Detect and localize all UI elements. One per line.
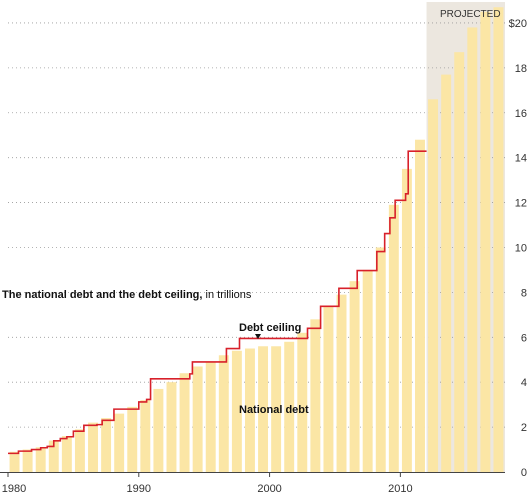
debt-bar [205,361,216,472]
debt-bar [166,382,177,472]
y-tick-label: 12 [515,198,527,210]
x-tick-label: 2000 [257,483,281,495]
chart-title: The national debt and the debt ceiling, … [2,289,252,301]
y-axis: 0 2 4 6 8 10 12 14 16 18 $20 [509,18,527,479]
debt-bar [22,449,33,472]
debt-ceiling-pointer-icon [255,334,261,339]
y-tick-label: 14 [515,153,527,165]
debt-bar [454,52,465,472]
debt-bar [336,294,347,472]
debt-bar [244,348,255,472]
debt-bar [297,332,308,472]
debt-bars [9,7,504,473]
debt-bar [74,429,85,472]
debt-bar [140,400,151,472]
y-tick-label: 18 [515,63,527,75]
y-tick-label: 2 [521,422,527,434]
debt-ceiling-label: Debt ceiling [239,322,301,334]
debt-ceiling-line [8,150,427,455]
debt-bar [192,366,203,472]
debt-bar [101,418,112,472]
debt-bar [349,281,360,472]
debt-bar [218,355,229,472]
debt-bar [153,388,164,472]
debt-bar [271,346,282,472]
y-tick-label: 4 [521,377,527,389]
y-tick-label: 0 [521,467,527,479]
debt-bar [9,451,20,472]
projected-label: PROJECTED [440,9,501,20]
debt-bar [231,350,242,472]
national-debt-label: National debt [239,404,309,416]
debt-bar [415,139,425,472]
debt-bar [428,99,439,472]
x-axis: 1980 1990 2000 2010 [2,472,413,495]
y-tick-label: 8 [521,287,527,299]
debt-bar [467,27,478,472]
x-tick-label: 1980 [2,483,26,495]
debt-bar [493,7,504,473]
debt-bar [284,341,295,472]
debt-bar [61,436,72,472]
y-tick-label: 10 [515,242,527,254]
chart-title-units: in trillions [202,289,251,301]
x-tick-label: 2010 [388,483,412,495]
debt-bar [114,413,125,472]
chart-title-main: The national debt and the debt ceiling, [2,289,202,301]
projected-region [426,2,505,472]
debt-bar [375,247,386,472]
debt-bar [323,305,334,472]
debt-bar [35,447,46,472]
debt-bar [441,74,452,473]
debt-bar [48,440,59,472]
x-tick-label: 1990 [127,483,151,495]
debt-bar [258,346,269,472]
debt-bar [362,269,373,472]
y-tick-label: 6 [521,332,527,344]
gridlines [8,22,505,428]
debt-bar [127,406,138,472]
debt-bar [88,422,98,472]
debt-bar [310,319,321,472]
debt-bar [388,204,399,472]
debt-bar [179,373,190,472]
debt-bar [401,168,412,472]
y-tick-label: $20 [509,18,527,30]
debt-bar [480,11,491,473]
y-tick-label: 16 [515,108,527,120]
